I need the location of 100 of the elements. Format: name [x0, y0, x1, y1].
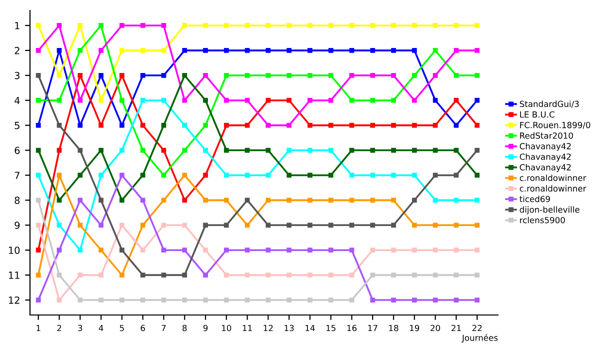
point: [161, 23, 166, 28]
point: [203, 122, 208, 128]
point: [36, 298, 41, 302]
point: [56, 148, 62, 153]
x-tick-label: 14: [306, 324, 315, 332]
point: [36, 198, 41, 203]
point: [286, 298, 292, 302]
point: [266, 172, 271, 178]
x-tick-label: 7: [162, 324, 166, 332]
x-tick-label: 2: [57, 324, 62, 332]
point: [36, 172, 41, 178]
point: [474, 122, 480, 128]
point: [119, 298, 124, 302]
point: [370, 198, 376, 203]
point: [286, 72, 292, 78]
point: [349, 122, 354, 128]
point: [244, 48, 250, 53]
point: [454, 98, 459, 103]
y-tick-label: 3: [14, 72, 20, 80]
point: [328, 148, 334, 153]
point: [454, 23, 459, 28]
point: [36, 48, 41, 53]
point: [203, 98, 208, 103]
point: [203, 23, 208, 28]
point: [454, 148, 459, 153]
point: [432, 98, 438, 103]
point: [370, 48, 376, 53]
point: [36, 222, 41, 228]
point: [36, 148, 41, 153]
point: [474, 298, 480, 302]
point: [286, 172, 292, 178]
point: [119, 72, 124, 78]
legend-label: Chavanay42: [520, 153, 571, 162]
point: [370, 98, 376, 103]
point: [474, 98, 480, 103]
point: [432, 298, 438, 302]
point: [308, 172, 312, 178]
point: [432, 72, 438, 78]
point: [182, 248, 188, 253]
point: [308, 298, 312, 302]
point: [244, 172, 250, 178]
point: [244, 198, 250, 203]
point: [119, 48, 124, 53]
point: [244, 98, 250, 103]
point: [98, 198, 104, 203]
point: [454, 198, 459, 203]
point: [308, 222, 312, 228]
point: [56, 222, 62, 228]
point: [286, 248, 292, 253]
point: [36, 272, 41, 278]
point: [328, 198, 334, 203]
point: [349, 272, 354, 278]
x-tick-label: 8: [182, 324, 187, 332]
point: [78, 198, 83, 203]
point: [328, 298, 334, 302]
point: [391, 172, 396, 178]
point: [328, 23, 334, 28]
point: [474, 23, 480, 28]
point: [349, 198, 354, 203]
point: [182, 72, 188, 78]
point: [412, 122, 417, 128]
point: [203, 148, 208, 153]
y-tick-label: 11: [8, 272, 20, 279]
point: [244, 23, 250, 28]
point: [224, 298, 229, 302]
point: [182, 98, 188, 103]
legend-label: RedStar2010: [520, 132, 573, 139]
point: [161, 248, 166, 253]
point: [203, 198, 208, 203]
point: [391, 272, 396, 278]
point: [78, 248, 83, 253]
point: [266, 48, 271, 53]
point: [474, 48, 480, 53]
point: [328, 72, 334, 78]
point: [474, 148, 480, 153]
point: [78, 272, 83, 278]
point: [203, 272, 208, 278]
x-tick-label: 13: [284, 324, 294, 332]
point: [266, 198, 271, 203]
point: [244, 298, 250, 302]
point: [98, 98, 104, 103]
point: [98, 222, 104, 228]
point: [161, 122, 166, 128]
point: [224, 148, 229, 153]
point: [286, 198, 292, 203]
point: [161, 172, 166, 178]
legend-label: dijon-belleville: [520, 206, 580, 214]
point: [454, 222, 459, 228]
x-tick-label: 19: [410, 324, 420, 332]
point: [286, 48, 292, 53]
point: [36, 122, 41, 128]
point: [412, 298, 417, 302]
point: [391, 23, 396, 28]
point: [119, 222, 124, 228]
point: [140, 248, 146, 253]
point: [370, 122, 376, 128]
x-tick-label: 9: [203, 324, 208, 332]
point: [140, 122, 146, 128]
y-tick-label: 7: [14, 172, 20, 179]
point: [308, 272, 312, 278]
